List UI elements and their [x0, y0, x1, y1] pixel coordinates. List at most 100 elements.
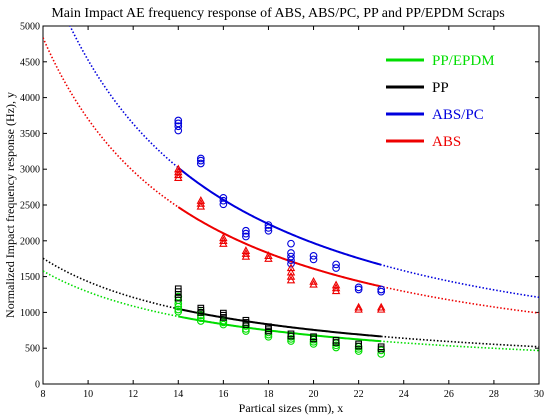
x-tick-label: 18	[263, 389, 273, 400]
point-abs-pc	[287, 239, 295, 248]
y-tick-label: 3500	[20, 129, 40, 140]
y-tick-label: 1500	[20, 272, 40, 283]
x-tick-label: 16	[218, 389, 228, 400]
point-abs	[241, 249, 251, 257]
point-abs-pc	[354, 283, 363, 292]
point-abs	[196, 198, 206, 207]
point-pp	[377, 345, 385, 353]
point-pp	[174, 294, 182, 302]
point-abs	[376, 304, 386, 313]
point-abs-pc	[219, 200, 228, 209]
axis-ticks: 8 10 12 14 16 18 20 22 24 26 28 30 0 500 1000 1500 2000 2…	[20, 22, 544, 401]
point-abs-pc	[309, 255, 318, 264]
fit-line-pp-epdm	[178, 315, 382, 343]
point-abs	[331, 283, 341, 292]
point-pp-epdm	[354, 347, 363, 355]
point-abs-pc	[174, 119, 183, 128]
point-abs-pc	[174, 116, 183, 125]
point-abs	[286, 275, 296, 284]
fit-curves	[43, 26, 539, 352]
x-tick-label: 14	[173, 389, 183, 400]
point-abs-pc	[174, 126, 183, 135]
point-abs	[286, 271, 296, 280]
fit-line-abs	[177, 206, 382, 288]
x-tick-label: 8	[41, 389, 46, 400]
point-abs	[219, 239, 228, 247]
point-pp-epdm	[377, 350, 386, 358]
point-abs	[331, 286, 341, 295]
point-abs-pc	[287, 259, 295, 268]
point-pp	[265, 327, 272, 335]
point-abs-pc	[332, 264, 340, 272]
point-pp-epdm	[219, 318, 228, 327]
point-abs	[264, 251, 273, 259]
legend: PP/EPDM PP ABS/PC ABS	[386, 53, 495, 150]
point-pp-epdm	[174, 302, 183, 311]
x-tick-label: 24	[399, 389, 409, 400]
y-tick-label: 1000	[20, 308, 40, 319]
point-abs	[264, 254, 273, 262]
x-tick-label: 20	[309, 389, 319, 400]
point-abs-pc	[196, 156, 205, 165]
fit-line-pp	[178, 307, 382, 338]
point-pp	[287, 332, 295, 340]
point-abs-pc	[332, 260, 340, 269]
point-abs	[309, 276, 318, 285]
y-tick-label: 2000	[20, 236, 40, 247]
point-pp-epdm	[174, 307, 183, 316]
y-tick-label: 2500	[20, 201, 40, 212]
point-pp-epdm	[196, 317, 205, 325]
point-pp-epdm	[174, 305, 183, 314]
point-pp-epdm	[309, 340, 318, 348]
point-pp-epdm	[287, 337, 295, 345]
point-pp	[242, 321, 250, 328]
fit-line-abs-pc	[177, 166, 382, 266]
point-abs	[309, 279, 318, 288]
point-abs	[241, 251, 251, 260]
point-abs	[354, 304, 363, 313]
point-abs-pc	[377, 287, 386, 296]
point-abs	[286, 267, 296, 276]
point-abs-pc	[377, 285, 386, 294]
point-pp-epdm	[219, 320, 228, 329]
point-abs-pc	[196, 154, 205, 163]
point-abs-pc	[264, 221, 273, 229]
plot-area	[42, 25, 540, 385]
x-tick-label: 22	[354, 389, 364, 400]
point-abs-pc	[264, 224, 273, 232]
y-tick-label: 3000	[20, 165, 40, 176]
point-abs-pc	[354, 285, 363, 294]
point-abs-pc	[309, 251, 318, 260]
chart-title: Main Impact AE frequency response of ABS…	[51, 6, 504, 21]
y-tick-label: 0	[35, 380, 40, 391]
point-abs-pc	[242, 226, 250, 235]
point-abs-pc	[196, 159, 205, 168]
y-tick-label: 500	[25, 344, 40, 355]
point-abs-pc	[287, 252, 295, 261]
point-pp	[332, 339, 340, 346]
point-abs-pc	[219, 196, 228, 205]
point-pp	[310, 335, 317, 343]
point-abs	[174, 170, 183, 179]
x-tick-label: 28	[489, 389, 499, 400]
point-pp	[220, 314, 227, 321]
point-abs-pc	[264, 226, 273, 235]
y-axis-label: Normalized Impact frequency response (Hz…	[3, 92, 17, 318]
x-tick-label: 30	[534, 389, 544, 400]
y-tick-label: 4000	[20, 93, 40, 104]
point-pp-epdm	[332, 343, 340, 352]
y-tick-label: 4500	[20, 57, 40, 68]
point-abs	[174, 173, 183, 181]
point-abs	[376, 302, 386, 311]
point-pp	[355, 342, 362, 350]
legend-label-pp-epdm: PP/EPDM	[432, 53, 495, 69]
x-tick-label: 10	[83, 389, 93, 400]
x-axis-label: Partical sizes (mm), x	[239, 401, 344, 415]
point-abs-pc	[242, 229, 250, 238]
point-abs-pc	[174, 122, 183, 131]
legend-label-pp: PP	[432, 80, 449, 96]
data-points	[174, 116, 386, 358]
legend-label-abs-pc: ABS/PC	[432, 107, 484, 123]
y-tick-label: 5000	[20, 22, 40, 33]
